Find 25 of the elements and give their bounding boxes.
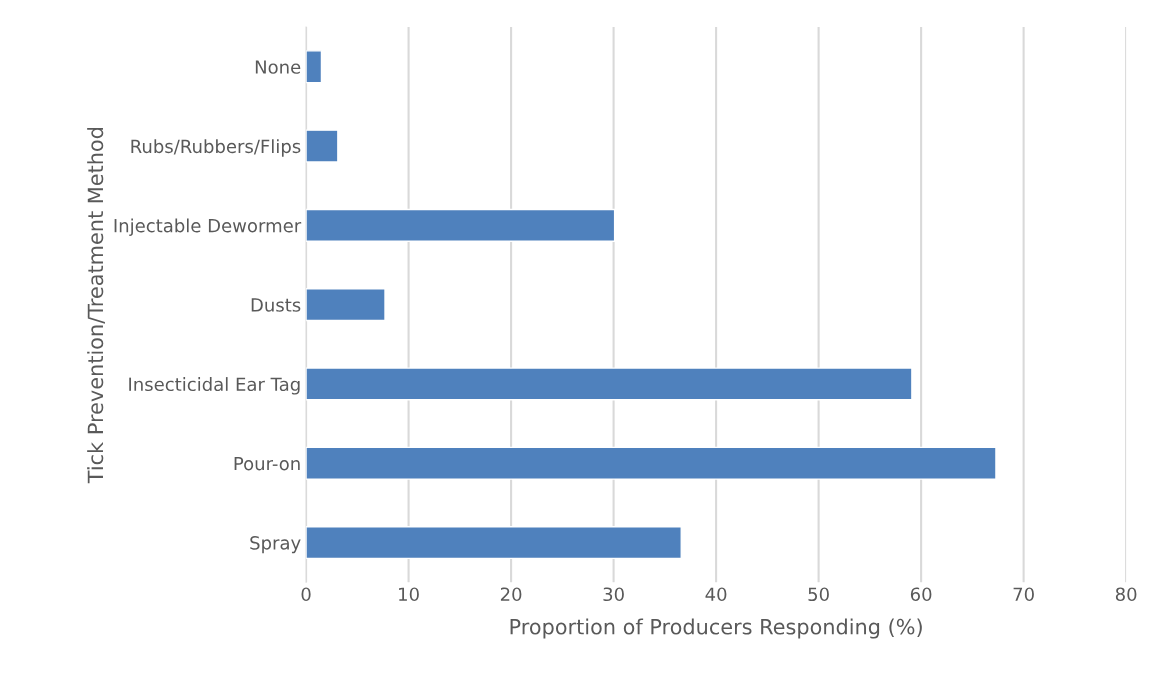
y-tick-label: None xyxy=(255,60,301,74)
bar xyxy=(306,526,682,560)
y-tick-label: Rubs/Rubbers/Flips xyxy=(131,139,301,157)
x-tick-label: 30 xyxy=(603,587,624,602)
bar xyxy=(306,208,616,242)
x-tick-label: 70 xyxy=(1013,587,1034,602)
x-tick-label: 40 xyxy=(705,587,727,602)
bar xyxy=(306,129,339,163)
bar xyxy=(306,288,386,322)
x-tick-label: 10 xyxy=(399,587,419,602)
bar xyxy=(306,50,323,84)
x-tick-label: 50 xyxy=(808,587,829,602)
x-tick-label: 60 xyxy=(910,587,932,602)
y-tick-label: Pour-on xyxy=(234,456,300,471)
y-tick-label: Spray xyxy=(250,536,301,554)
y-tick-label: Dusts xyxy=(251,298,301,312)
bar xyxy=(306,367,913,401)
bar xyxy=(306,446,997,480)
x-axis-title: Proportion of Producers Responding (%) xyxy=(510,618,922,639)
y-tick-label: Insecticidal Ear Tag xyxy=(129,377,300,395)
x-tick-label: 80 xyxy=(1115,587,1137,602)
x-tick-label: 20 xyxy=(500,587,522,602)
x-tick-label: 0 xyxy=(301,587,311,602)
y-axis-title: Tick Prevention/Treatment Method xyxy=(87,127,105,484)
y-tick-label: Injectable Dewormer xyxy=(114,218,302,236)
